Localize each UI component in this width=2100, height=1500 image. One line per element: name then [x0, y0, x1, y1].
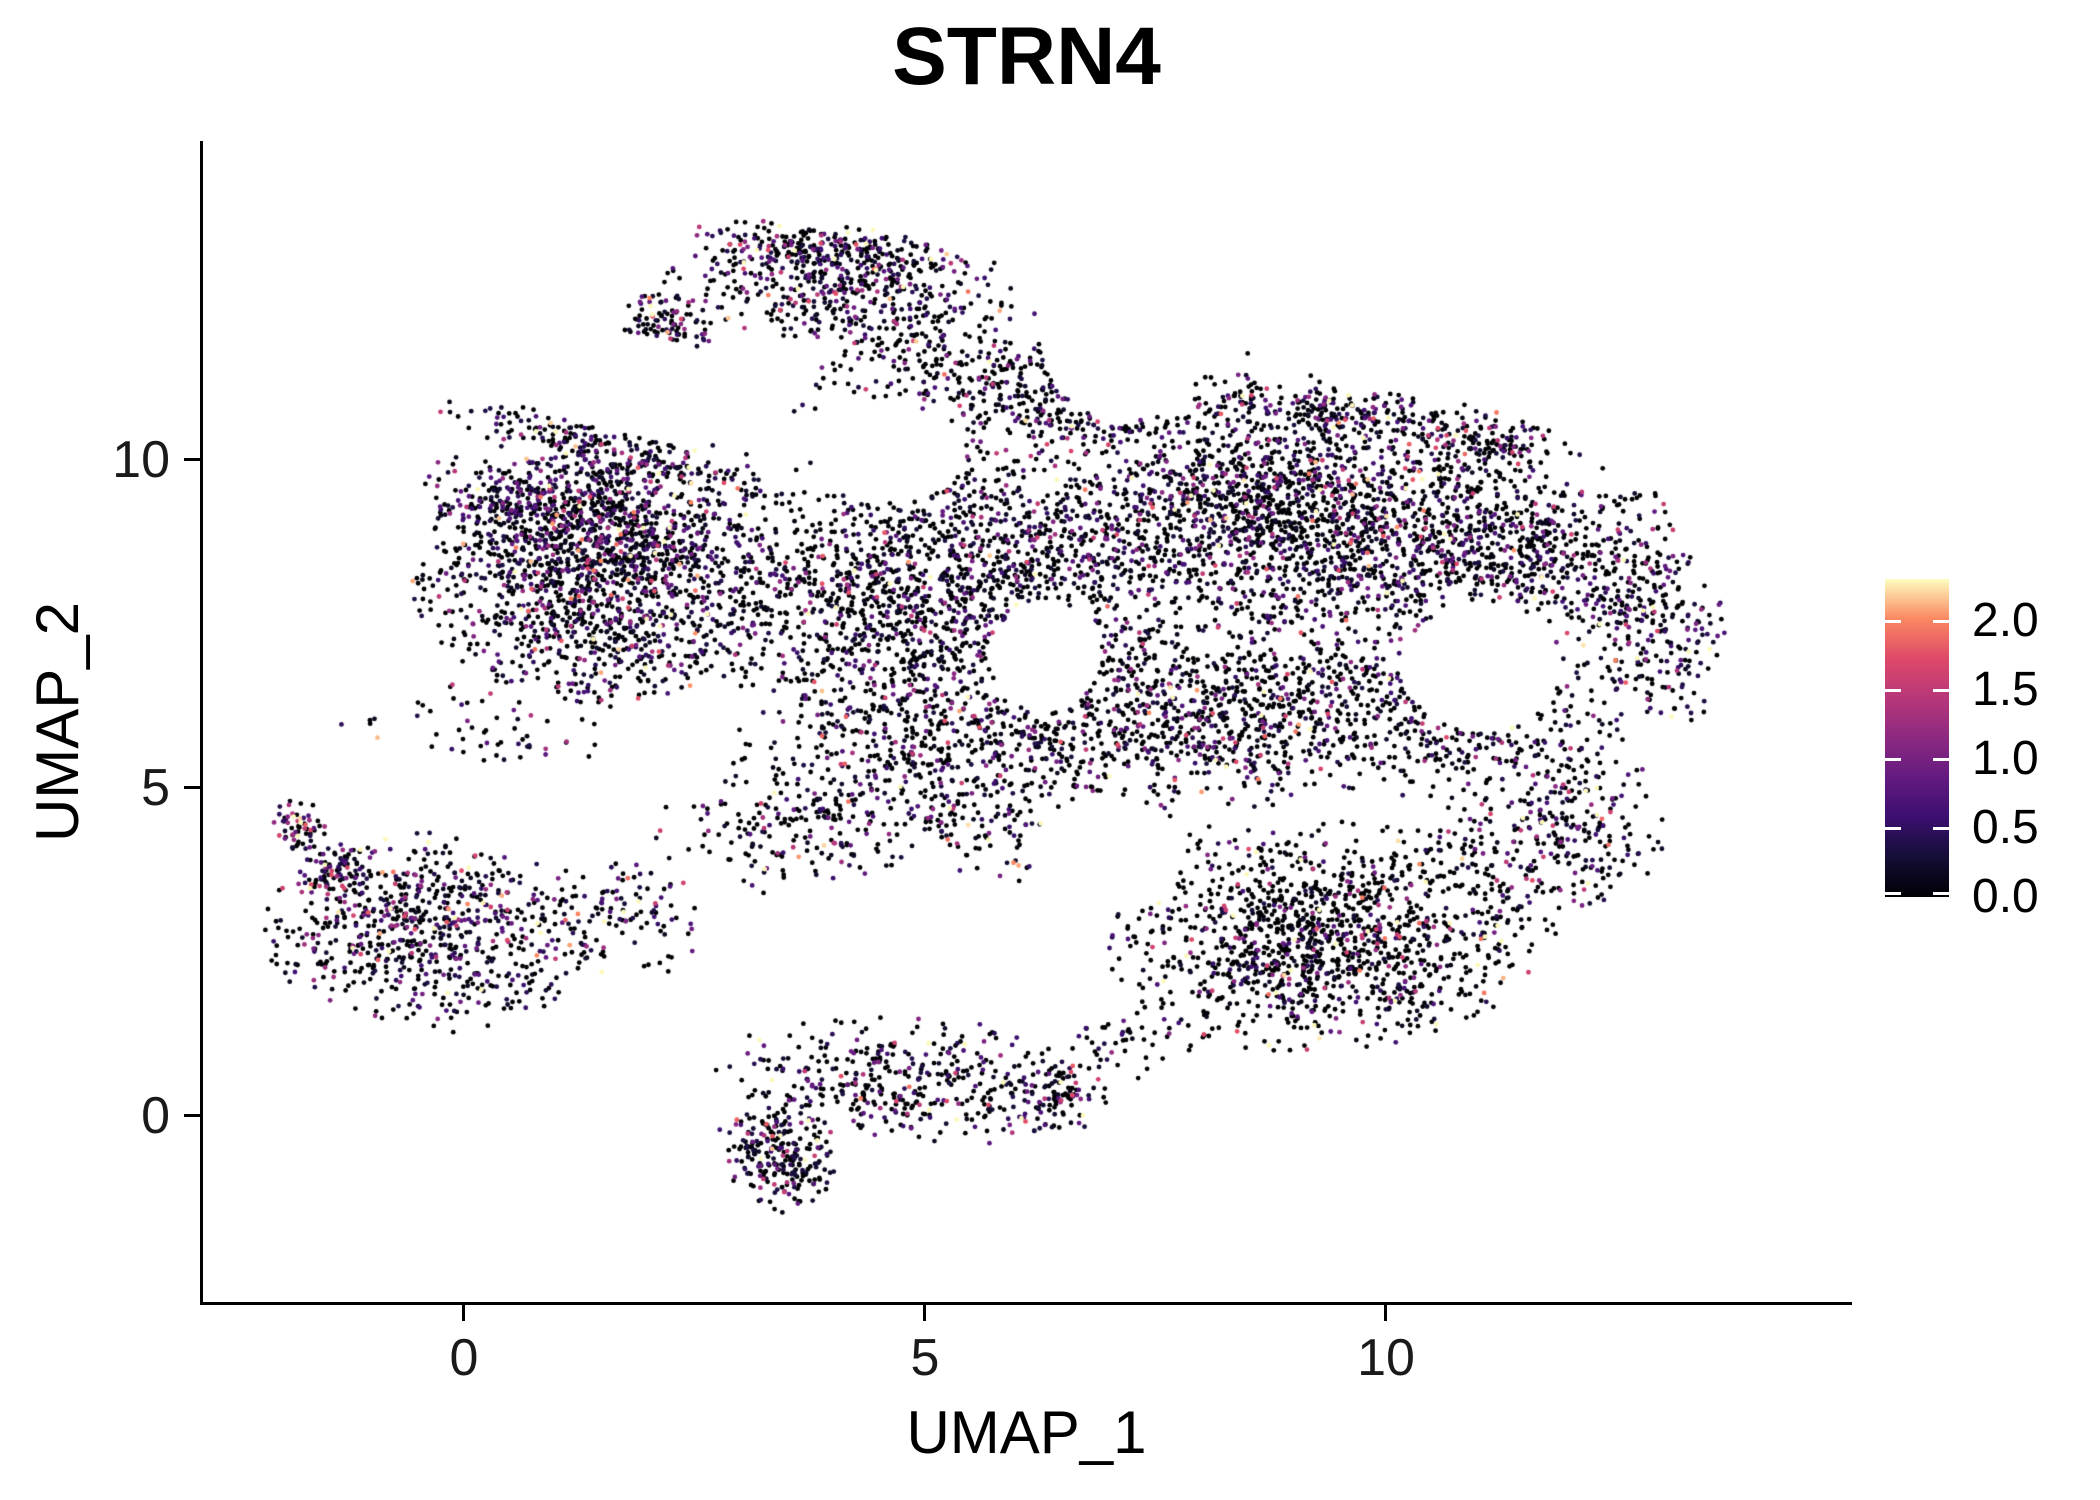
x-tick-label-5: 5	[910, 1329, 940, 1387]
colorbar-label-0.0: 0.0	[1972, 870, 2039, 923]
x-tick-10	[1384, 1305, 1387, 1321]
x-tick-5	[923, 1305, 926, 1321]
colorbar-label-1.0: 1.0	[1972, 732, 2039, 785]
colorbar-tick-0.0-left	[1885, 892, 1901, 895]
x-axis-title: UMAP_1	[906, 1399, 1147, 1466]
y-tick-label-0: 0	[141, 1087, 170, 1145]
colorbar-tick-2.0-right	[1933, 620, 1949, 623]
colorbar-tick-1.0-left	[1885, 758, 1901, 761]
colorbar-label-1.5: 1.5	[1972, 663, 2039, 716]
x-tick-label-10: 10	[1357, 1329, 1415, 1387]
x-tick-label-0: 0	[449, 1329, 479, 1387]
y-axis-line	[200, 141, 203, 1305]
colorbar-tick-0.5-right	[1933, 827, 1949, 830]
colorbar-tick-1.5-right	[1933, 689, 1949, 692]
y-tick-label-5: 5	[141, 759, 170, 817]
colorbar-gradient	[1885, 579, 1949, 897]
y-axis-title: UMAP_2	[24, 601, 91, 843]
x-tick-0	[462, 1305, 465, 1321]
colorbar-tick-0.0-right	[1933, 892, 1949, 895]
colorbar-label-2.0: 2.0	[1972, 594, 2039, 647]
y-tick-0	[184, 1114, 200, 1117]
x-axis-line	[200, 1302, 1852, 1305]
plot-title: STRN4	[892, 11, 1161, 102]
colorbar-tick-1.0-right	[1933, 758, 1949, 761]
y-tick-10	[184, 458, 200, 461]
colorbar-tick-0.5-left	[1885, 827, 1901, 830]
colorbar-label-0.5: 0.5	[1972, 801, 2039, 854]
y-tick-5	[184, 786, 200, 789]
y-tick-label-10: 10	[112, 431, 170, 489]
colorbar-tick-1.5-left	[1885, 689, 1901, 692]
colorbar-tick-2.0-left	[1885, 620, 1901, 623]
